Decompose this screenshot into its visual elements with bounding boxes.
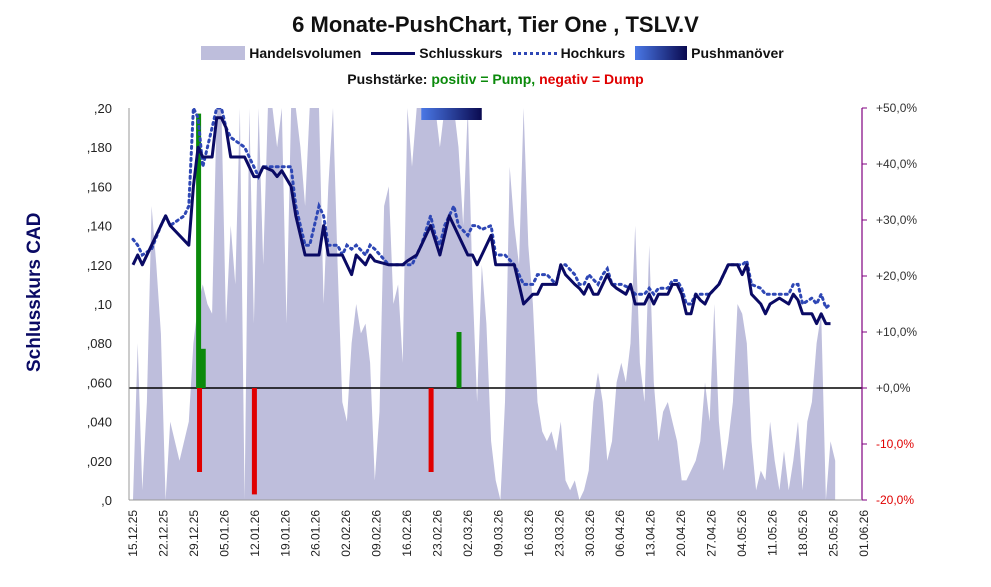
y2-tick-label: +50,0% xyxy=(876,101,917,115)
legend-close-label: Schlusskurs xyxy=(419,45,503,61)
push-note-prefix: Pushstärke: xyxy=(347,71,428,87)
dump-bar-4 xyxy=(428,388,434,472)
y-tick-label: ,10 xyxy=(94,297,112,312)
legend-volume-label: Handelsvolumen xyxy=(249,45,362,61)
x-tick-label: 25.05.26 xyxy=(826,510,840,557)
x-tick-label: 26.01.26 xyxy=(309,510,323,557)
x-tick-label: 09.03.26 xyxy=(491,510,505,557)
y2-tick-label: -10,0% xyxy=(876,437,914,451)
y-tick-label: ,0 xyxy=(101,493,112,508)
push-note-negative: negativ = Dump xyxy=(539,71,644,87)
y2-tick-label: +20,0% xyxy=(876,269,917,283)
legend-high-label: Hochkurs xyxy=(560,45,626,61)
x-tick-label: 01.06.26 xyxy=(857,510,871,557)
y-tick-label: ,020 xyxy=(87,454,112,469)
y-tick-label: ,20 xyxy=(94,101,112,116)
y2-tick-label: +10,0% xyxy=(876,325,917,339)
x-tick-label: 05.01.26 xyxy=(217,510,231,557)
x-tick-label: 13.04.26 xyxy=(644,510,658,557)
x-tick-label: 23.03.26 xyxy=(552,510,566,557)
x-tick-label: 02.03.26 xyxy=(461,510,475,557)
y2-tick-label: +0,0% xyxy=(876,381,911,395)
x-tick-label: 27.04.26 xyxy=(705,510,719,557)
y2-tick-label: -20,0% xyxy=(876,493,914,507)
dump-bar-2 xyxy=(197,388,203,472)
y2-tick-label: +40,0% xyxy=(876,157,917,171)
x-tick-label: 02.02.26 xyxy=(339,510,353,557)
push-strength-note: Pushstärke: positiv = Pump, negativ = Du… xyxy=(0,71,991,87)
y2-tick-label: +30,0% xyxy=(876,213,917,227)
x-tick-label: 15.12.25 xyxy=(126,510,140,557)
y-tick-label: ,060 xyxy=(87,375,112,390)
x-tick-label: 23.02.26 xyxy=(431,510,445,557)
x-tick-label: 30.03.26 xyxy=(583,510,597,557)
x-tick-label: 18.05.26 xyxy=(796,510,810,557)
legend-high-swatch xyxy=(512,51,557,55)
y-tick-label: ,120 xyxy=(87,258,112,273)
dump-bar-3 xyxy=(251,388,257,495)
chart-title: 6 Monate-PushChart, Tier One , TSLV.V xyxy=(292,12,699,37)
x-tick-label: 29.12.25 xyxy=(187,510,201,557)
pump-bar-0 xyxy=(196,113,202,388)
push-marker-0 xyxy=(421,108,482,120)
y-tick-label: ,040 xyxy=(87,415,112,430)
y-tick-label: ,140 xyxy=(87,219,112,234)
pump-bar-5 xyxy=(456,332,462,388)
x-tick-label: 19.01.26 xyxy=(278,510,292,557)
volume-area xyxy=(133,108,836,500)
y-tick-label: ,160 xyxy=(87,179,112,194)
x-tick-label: 11.05.26 xyxy=(765,510,779,556)
legend-close-swatch xyxy=(371,51,416,55)
x-tick-label: 16.03.26 xyxy=(522,510,536,557)
legend-push: Pushmanöver xyxy=(635,45,784,61)
legend-close: Schlusskurs xyxy=(371,45,503,61)
legend-high: Hochkurs xyxy=(512,45,626,61)
legend-push-label: Pushmanöver xyxy=(691,45,784,61)
legend-volume: Handelsvolumen xyxy=(201,45,361,61)
x-tick-label: 06.04.26 xyxy=(613,510,627,557)
y-tick-label: ,080 xyxy=(87,336,112,351)
x-tick-label: 12.01.26 xyxy=(248,510,262,557)
legend-push-swatch xyxy=(635,46,688,60)
chart-legend: Handelsvolumen Schlusskurs Hochkurs Push… xyxy=(0,45,991,61)
x-tick-label: 22.12.25 xyxy=(156,510,170,557)
push-note-positive: positiv = Pump, xyxy=(431,71,536,87)
x-tick-label: 16.02.26 xyxy=(400,510,414,557)
pump-bar-1 xyxy=(200,348,206,388)
legend-volume-swatch xyxy=(201,46,246,60)
x-tick-label: 20.04.26 xyxy=(674,510,688,557)
x-tick-label: 04.05.26 xyxy=(735,510,749,557)
x-tick-label: 09.02.26 xyxy=(370,510,384,557)
y-tick-label: ,180 xyxy=(87,140,112,155)
close-series-line xyxy=(131,116,831,326)
